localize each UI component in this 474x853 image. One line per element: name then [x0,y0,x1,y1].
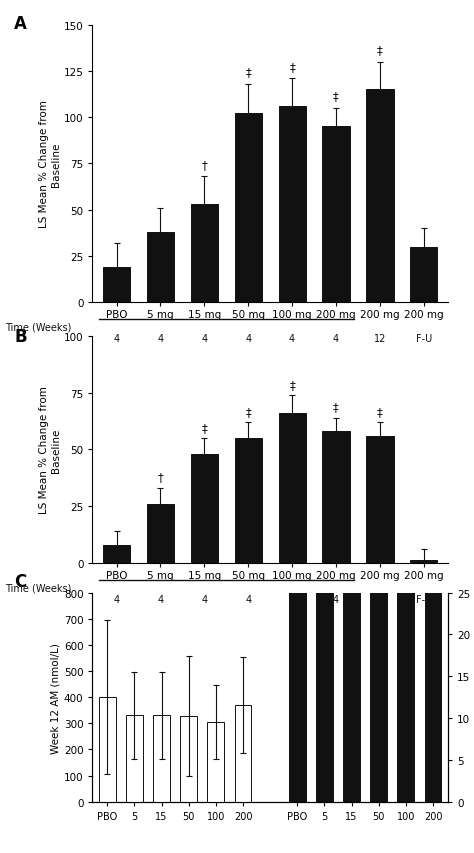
Y-axis label: LS Mean % Change from
Baseline: LS Mean % Change from Baseline [39,386,61,514]
Bar [153,716,170,802]
Text: 4: 4 [289,334,295,344]
Bar [99,697,116,802]
Text: Time (Weeks): Time (Weeks) [5,583,71,593]
Bar [235,114,262,303]
Text: F-U: F-U [416,594,432,604]
Text: ‡: ‡ [246,405,251,418]
Text: ‡: ‡ [246,67,251,79]
Bar [208,722,224,802]
Bar [103,545,130,563]
Bar [410,247,438,303]
Bar [235,438,262,563]
Text: 4: 4 [113,594,119,604]
Text: ‡: ‡ [333,401,339,414]
Text: 4: 4 [201,334,208,344]
Bar [410,560,438,563]
Text: C: C [14,572,27,590]
Text: B: B [14,328,27,345]
Text: ‡: ‡ [201,421,207,434]
Bar [316,0,333,802]
Text: 4: 4 [157,334,164,344]
Text: ‡: ‡ [289,61,295,73]
Text: †: † [157,471,164,484]
Text: 4: 4 [245,594,251,604]
Bar [366,437,393,563]
Y-axis label: LS Mean % Change from
Baseline: LS Mean % Change from Baseline [39,101,61,228]
Text: 4: 4 [157,594,164,604]
Bar [279,414,306,563]
Bar [103,268,130,303]
Text: ‡: ‡ [333,90,339,103]
Bar [126,716,143,802]
Text: A: A [14,15,27,32]
Bar [180,717,197,802]
Text: 4: 4 [333,594,339,604]
Text: ‡: ‡ [289,378,295,392]
Text: 4: 4 [201,594,208,604]
Text: 4: 4 [289,594,295,604]
Text: 12: 12 [374,334,386,344]
Text: †: † [201,159,207,171]
Bar [191,205,218,303]
Bar [425,0,441,802]
Y-axis label: Week 12 AM (nmol/L): Week 12 AM (nmol/L) [51,642,61,752]
Bar [289,258,306,802]
Bar [398,0,414,802]
Text: 4: 4 [113,334,119,344]
Text: 12: 12 [374,594,386,604]
Bar [235,705,251,802]
Text: F-U: F-U [416,334,432,344]
Bar [370,258,387,802]
Text: ‡: ‡ [377,44,383,57]
Text: Time (Weeks): Time (Weeks) [5,322,71,333]
Bar [322,432,350,563]
Bar [191,455,218,563]
Bar [147,504,174,563]
Bar [343,0,360,802]
Text: ‡: ‡ [377,405,383,418]
Text: 4: 4 [245,334,251,344]
Bar [322,127,350,303]
Text: 4: 4 [333,334,339,344]
Bar [279,107,306,303]
Bar [147,233,174,303]
Bar [366,90,393,303]
